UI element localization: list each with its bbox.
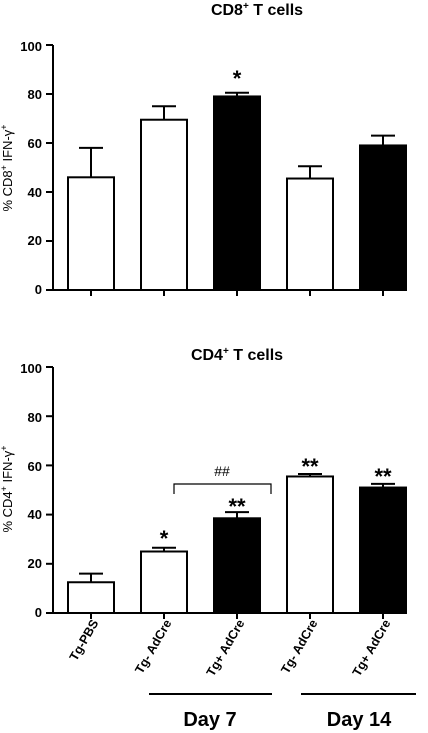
cd8-y-tick-label: 100 [20, 39, 42, 54]
cd8-y-tick-label: 0 [35, 282, 42, 297]
cd4-y-axis-label: % CD4+ IFN-γ+ [0, 445, 15, 532]
x-category-label: Tg-PBS [67, 617, 102, 663]
cd4-bar [67, 581, 115, 614]
x-category-label: Tg+ AdCre [350, 617, 394, 679]
cd4-significance-mark: ** [374, 464, 392, 489]
cd8-bar [140, 118, 188, 291]
cd4-x-category-labels: Tg-PBS Tg- AdCre Tg+ AdCre Tg- AdCre Tg+… [67, 617, 394, 679]
cd8-y-ticks: 0 20 40 60 80 100 [20, 39, 42, 297]
cd8-panel: CD8+ T cells % CD8+ IFN-γ+ 0 20 40 60 80… [0, 1, 407, 297]
cd4-significance-mark: ** [228, 494, 246, 519]
cd8-bar [67, 176, 115, 291]
cd4-bar [286, 475, 334, 614]
x-category-label: Tg+ AdCre [204, 617, 248, 679]
x-category-label: Tg- AdCre [278, 617, 320, 676]
cd4-error-bars [79, 473, 395, 583]
cd8-bar [286, 177, 334, 291]
day7-group-label: Day 7 [183, 709, 236, 731]
comparison-bracket [173, 483, 272, 494]
cd4-y-tick-label: 0 [35, 605, 42, 620]
cd8-bar [359, 144, 407, 291]
cd4-y-tick-label: 80 [28, 410, 42, 425]
bracket-significance-label: ## [214, 463, 230, 479]
cd4-panel: CD4+ T cells % CD4+ IFN-γ+ 0 20 40 60 80… [0, 346, 416, 731]
cd8-bar [213, 95, 261, 291]
cd4-chart-title: CD4+ T cells [191, 346, 283, 364]
cd4-y-ticks: 0 20 40 60 80 100 [20, 361, 42, 620]
cd8-chart-title: CD8+ T cells [211, 1, 303, 19]
cd4-y-tick-label: 60 [28, 459, 42, 474]
cd4-y-tick-lines [46, 366, 53, 614]
cd4-bar [213, 517, 261, 614]
cd4-significance-mark: * [160, 526, 169, 551]
cd4-bar [359, 486, 407, 615]
cd8-bars [67, 95, 407, 291]
cd8-y-tick-label: 20 [28, 233, 42, 248]
cd8-y-tick-lines [46, 44, 53, 291]
cd8-error-bars [79, 91, 395, 179]
cd4-y-tick-label: 20 [28, 556, 42, 571]
cd8-y-axis-label: % CD8+ IFN-γ+ [0, 124, 15, 211]
cd4-y-tick-label: 100 [20, 361, 42, 376]
cd4-bar [140, 550, 188, 614]
cd8-significance-mark: * [233, 66, 242, 91]
x-category-label: Tg- AdCre [132, 617, 174, 676]
cd8-y-tick-label: 60 [28, 136, 42, 151]
cd4-y-tick-label: 40 [28, 507, 42, 522]
cd8-y-tick-label: 80 [28, 87, 42, 102]
cd8-y-tick-label: 40 [28, 185, 42, 200]
day14-group-label: Day 14 [327, 709, 392, 731]
cd4-significance-mark: ** [301, 454, 319, 479]
